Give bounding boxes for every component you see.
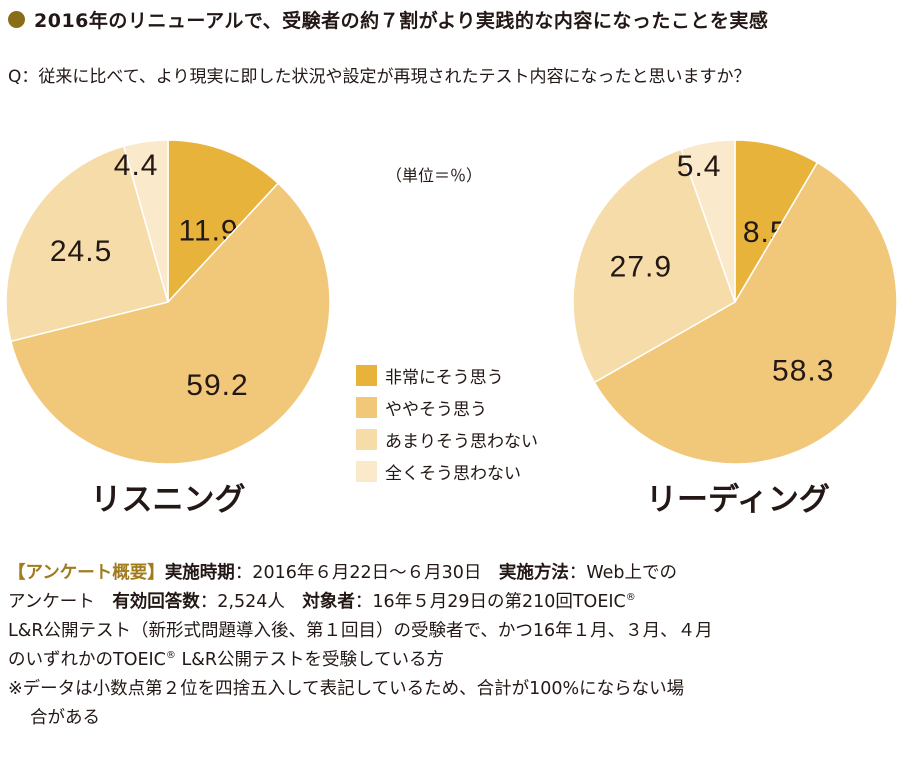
- target-line3-b: L&R公開テストを受験している方: [175, 650, 444, 670]
- reading-label: リーディング: [646, 482, 830, 518]
- legend-item: 非常にそう思う: [356, 359, 538, 391]
- pie-value-label: 4.4: [114, 149, 159, 182]
- listening-pie-chart: 11.959.224.54.4: [5, 139, 331, 465]
- period-label: 実施時期: [164, 563, 235, 583]
- survey-footer: 【アンケート概要】実施時期：2016年６月22日〜６月30日 実施方法：Web上…: [8, 559, 916, 733]
- legend: 非常にそう思う ややそう思う あまりそう思わない 全くそう思わない: [356, 359, 538, 487]
- title-bullet-icon: [8, 11, 25, 28]
- chart-title: 2016年のリニューアルで、受験者の約７割がより実践的な内容になったことを実感: [8, 6, 768, 33]
- pie-value-label: 24.5: [50, 235, 112, 268]
- answers-label: 有効回答数: [112, 592, 200, 612]
- reading-pie-chart: 8.558.327.95.4: [572, 139, 898, 465]
- question-text: Q：従来に比べて、より現実に即した状況や設定が再現されたテスト内容になったと思い…: [8, 67, 751, 87]
- pie-value-label: 58.3: [772, 355, 834, 388]
- pie-value-label: 5.4: [677, 150, 722, 183]
- legend-label: あまりそう思わない: [385, 431, 538, 452]
- pie-slice: [572, 148, 736, 384]
- pie-slice: [122, 139, 169, 303]
- answers-value: ：2,524人: [199, 592, 285, 612]
- pie-value-label: 59.2: [186, 369, 248, 402]
- legend-label: 非常にそう思う: [385, 367, 504, 388]
- method-value: ：Web上での: [568, 563, 678, 583]
- pie-value-label: 27.9: [610, 250, 672, 283]
- registered-mark: ®: [625, 592, 636, 604]
- pie-slice: [167, 139, 280, 304]
- footer-line-3: L&R公開テスト（新形式問題導入後、第１回目）の受験者で、かつ16年１月、３月、…: [8, 621, 713, 641]
- listening-label: リスニング: [90, 482, 246, 518]
- footer-note-2: 合がある: [30, 708, 100, 728]
- legend-swatch-1: [356, 364, 377, 386]
- footer-line-4: のいずれかのTOEIC® L&R公開テストを受験している方: [8, 646, 916, 675]
- method-value-cont: アンケート: [8, 592, 95, 612]
- survey-tag: 【アンケート概要】: [8, 563, 165, 583]
- legend-label: 全くそう思わない: [385, 463, 521, 484]
- target-label: 対象者: [302, 592, 355, 612]
- footer-line-2: アンケート 有効回答数：2,524人 対象者：16年５月29日の第210回TOE…: [8, 588, 916, 617]
- period-value: ：2016年６月22日〜６月30日: [234, 563, 482, 583]
- legend-item: あまりそう思わない: [356, 423, 538, 455]
- footer-note-1: ※データは小数点第２位を四捨五入して表記しているため、合計が100%にならない場: [8, 679, 685, 699]
- unit-label: （単位＝％）: [386, 166, 483, 185]
- pie-slice: [734, 139, 819, 305]
- pie-slice: [680, 139, 736, 303]
- legend-item: ややそう思う: [356, 391, 538, 423]
- target-value: ：16年５月29日の第210回TOEIC: [354, 592, 626, 612]
- pie-slice: [593, 161, 898, 465]
- pie-slice: [5, 145, 169, 343]
- legend-swatch-2: [356, 396, 377, 418]
- legend-swatch-3: [356, 428, 377, 450]
- registered-mark: ®: [165, 650, 176, 662]
- method-label: 実施方法: [498, 563, 569, 583]
- target-line3-a: のいずれかのTOEIC: [8, 650, 166, 670]
- pie-slice: [9, 182, 331, 465]
- legend-item: 全くそう思わない: [356, 455, 538, 487]
- legend-swatch-4: [356, 460, 377, 482]
- title-text: 2016年のリニューアルで、受験者の約７割がより実践的な内容になったことを実感: [34, 10, 769, 32]
- footer-line-1: 【アンケート概要】実施時期：2016年６月22日〜６月30日 実施方法：Web上…: [8, 559, 916, 588]
- legend-label: ややそう思う: [385, 399, 487, 420]
